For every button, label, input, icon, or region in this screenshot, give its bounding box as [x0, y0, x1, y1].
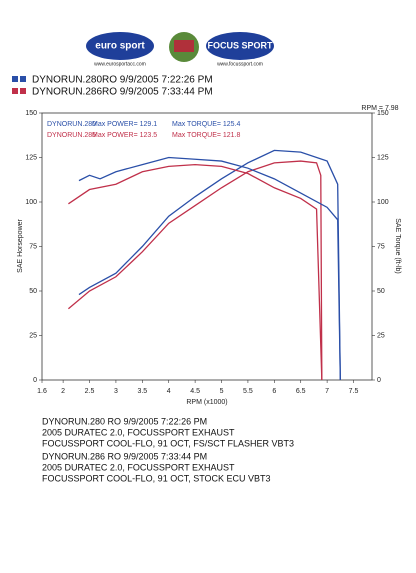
logo-text: FOCUS SPORT [207, 40, 273, 50]
note-line: FOCUSSPORT COOL-FLO, 91 OCT, FS/SCT FLAS… [42, 438, 294, 448]
logo-badge [206, 32, 274, 60]
logo-flag [174, 40, 194, 52]
y2-tick-label: 25 [377, 332, 385, 339]
x-tick-label: 2.5 [85, 388, 95, 395]
series-line [68, 163, 323, 381]
x-tick-label: 3.5 [137, 388, 147, 395]
legend-swatch [20, 88, 26, 94]
y2-tick-label: 50 [377, 288, 385, 295]
annotation: Max TORQUE= 125.4 [172, 121, 241, 128]
x-tick-label: 5.5 [243, 388, 253, 395]
x-tick-label: 3 [114, 388, 118, 395]
series-line [78, 149, 341, 381]
logos: euro sport www.eurosportacc.com FOCUS SP… [86, 32, 274, 67]
legend-swatch [12, 88, 18, 94]
y-tick-label: 75 [29, 243, 37, 250]
corner-label: RPM = 7.98 [361, 105, 398, 112]
y-tick-label: 150 [25, 110, 37, 117]
x-tick-label: 6.5 [296, 388, 306, 395]
x-tick-label: 6 [272, 388, 276, 395]
x-tick-label: 4 [167, 388, 171, 395]
y2-tick-label: 0 [377, 377, 381, 384]
legend-swatch [12, 76, 18, 82]
x-tick-label: 7 [325, 388, 329, 395]
y2-tick-label: 75 [377, 243, 385, 250]
y-tick-label: 25 [29, 332, 37, 339]
annotation: DYNORUN.286 [47, 132, 96, 139]
x-tick-label: 2 [61, 388, 65, 395]
annotation: Max POWER= 129.1 [92, 121, 157, 128]
note-line: 2005 DURATEC 2.0, FOCUSSPORT EXHAUST [42, 427, 235, 437]
series-line [67, 160, 323, 381]
logo-badge [86, 32, 154, 60]
annotation: Max POWER= 123.5 [92, 132, 157, 139]
logo-url: www.eurosportacc.com [94, 61, 146, 67]
y-axis-title: SAE Horsepower [17, 218, 24, 272]
x-axis-title: RPM (x1000) [186, 399, 227, 406]
annotation: Max TORQUE= 121.8 [172, 132, 241, 139]
note-line: DYNORUN.286 RO 9/9/2005 7:33:44 PM [42, 451, 207, 461]
logo-url: www.focussport.com [217, 61, 263, 67]
annotation: DYNORUN.280 [47, 121, 96, 128]
x-tick-label: 4.5 [190, 388, 200, 395]
y2-tick-label: 100 [377, 199, 389, 206]
note-line: FOCUSSPORT COOL-FLO, 91 OCT, STOCK ECU V… [42, 473, 271, 483]
x-tick-label: 5 [220, 388, 224, 395]
x-tick-label: 7.5 [349, 388, 359, 395]
y-tick-label: 100 [25, 199, 37, 206]
logo-text: euro sport [95, 41, 145, 52]
plot-frame [41, 112, 373, 381]
y2-tick-label: 125 [377, 154, 389, 161]
legend-label: DYNORUN.280RO 9/9/2005 7:22:26 PM [32, 75, 213, 86]
series-line [78, 156, 341, 381]
legend-swatch [20, 76, 26, 82]
legend-label: DYNORUN.286RO 9/9/2005 7:33:44 PM [32, 87, 213, 98]
y-tick-label: 0 [33, 377, 37, 384]
y2-axis-title: SAE Torque (ft-lb) [394, 218, 401, 274]
y-tick-label: 125 [25, 154, 37, 161]
x-tick-label: 1.6 [37, 388, 47, 395]
y-tick-label: 50 [29, 288, 37, 295]
note-line: 2005 DURATEC 2.0, FOCUSSPORT EXHAUST [42, 462, 235, 472]
y2-tick-label: 150 [377, 110, 389, 117]
note-line: DYNORUN.280 RO 9/9/2005 7:22:26 PM [42, 416, 207, 426]
